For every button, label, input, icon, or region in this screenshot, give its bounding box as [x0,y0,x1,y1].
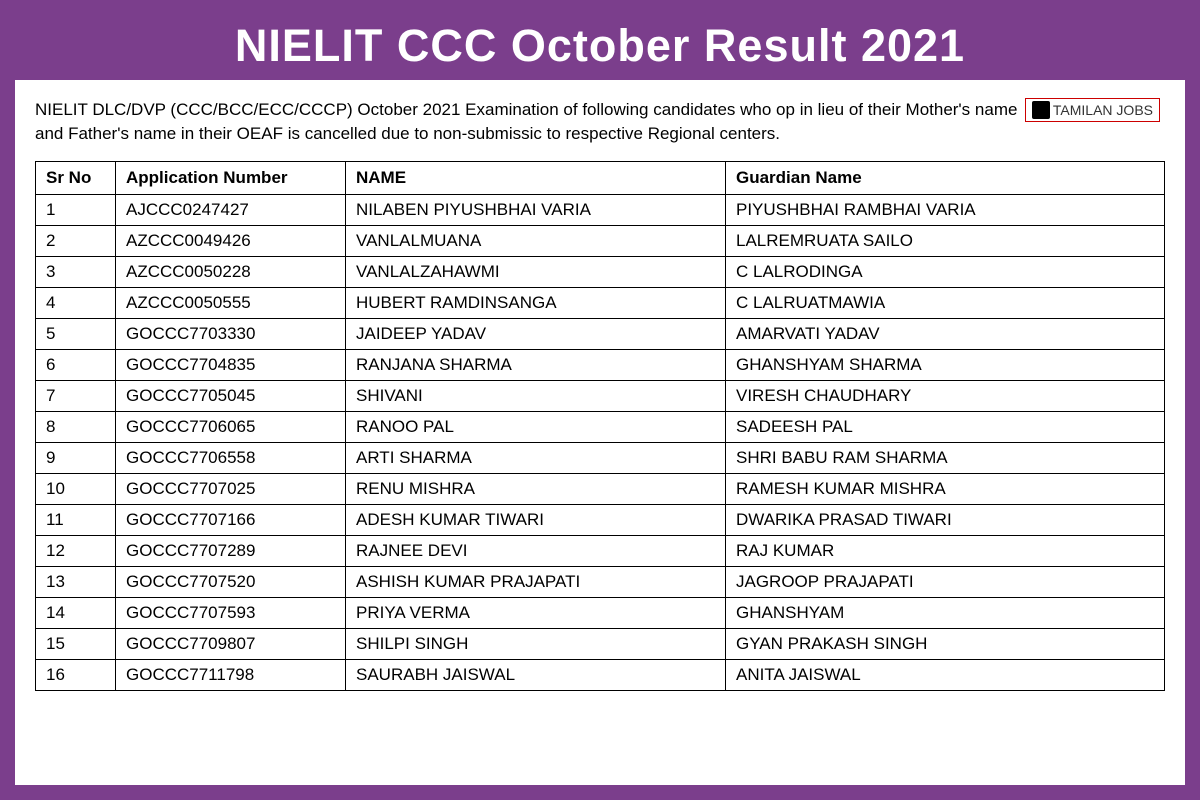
table-row: 16GOCCC7711798SAURABH JAISWALANITA JAISW… [36,659,1165,690]
table-cell: GOCCC7704835 [116,349,346,380]
table-cell: 16 [36,659,116,690]
table-cell: RENU MISHRA [346,473,726,504]
table-cell: ADESH KUMAR TIWARI [346,504,726,535]
table-cell: SHIVANI [346,380,726,411]
table-cell: RAJ KUMAR [726,535,1165,566]
table-cell: 15 [36,628,116,659]
notice-text: NIELIT DLC/DVP (CCC/BCC/ECC/CCCP) Octobe… [35,98,1165,146]
table-cell: SADEESH PAL [726,411,1165,442]
table-cell: GOCCC7707520 [116,566,346,597]
table-cell: GOCCC7707166 [116,504,346,535]
table-cell: GHANSHYAM SHARMA [726,349,1165,380]
table-cell: ARTI SHARMA [346,442,726,473]
table-cell: 12 [36,535,116,566]
table-cell: ASHISH KUMAR PRAJAPATI [346,566,726,597]
table-cell: RANOO PAL [346,411,726,442]
table-cell: RAMESH KUMAR MISHRA [726,473,1165,504]
table-row: 14GOCCC7707593PRIYA VERMAGHANSHYAM [36,597,1165,628]
table-row: 9GOCCC7706558ARTI SHARMASHRI BABU RAM SH… [36,442,1165,473]
table-row: 3AZCCC0050228VANLALZAHAWMIC LALRODINGA [36,256,1165,287]
table-cell: GOCCC7707025 [116,473,346,504]
table-cell: 14 [36,597,116,628]
header-srno: Sr No [36,161,116,194]
table-cell: GOCCC7707289 [116,535,346,566]
table-cell: 10 [36,473,116,504]
table-header-row: Sr No Application Number NAME Guardian N… [36,161,1165,194]
table-cell: 7 [36,380,116,411]
table-row: 15GOCCC7709807SHILPI SINGHGYAN PRAKASH S… [36,628,1165,659]
table-cell: GHANSHYAM [726,597,1165,628]
table-cell: GOCCC7706558 [116,442,346,473]
table-row: 8GOCCC7706065RANOO PALSADEESH PAL [36,411,1165,442]
table-cell: SHRI BABU RAM SHARMA [726,442,1165,473]
table-cell: AMARVATI YADAV [726,318,1165,349]
logo-badge: TAMILAN JOBS [1025,98,1160,122]
table-cell: HUBERT RAMDINSANGA [346,287,726,318]
table-row: 13GOCCC7707520ASHISH KUMAR PRAJAPATIJAGR… [36,566,1165,597]
table-cell: NILABEN PIYUSHBHAI VARIA [346,194,726,225]
table-row: 7GOCCC7705045SHIVANIVIRESH CHAUDHARY [36,380,1165,411]
table-cell: RANJANA SHARMA [346,349,726,380]
table-cell: PIYUSHBHAI RAMBHAI VARIA [726,194,1165,225]
table-cell: VIRESH CHAUDHARY [726,380,1165,411]
table-cell: RAJNEE DEVI [346,535,726,566]
table-cell: 8 [36,411,116,442]
table-cell: C LALRUATMAWIA [726,287,1165,318]
table-cell: 5 [36,318,116,349]
table-row: 6GOCCC7704835RANJANA SHARMAGHANSHYAM SHA… [36,349,1165,380]
table-row: 2AZCCC0049426VANLALMUANALALREMRUATA SAIL… [36,225,1165,256]
header-appnum: Application Number [116,161,346,194]
table-cell: AZCCC0049426 [116,225,346,256]
table-cell: C LALRODINGA [726,256,1165,287]
table-cell: 6 [36,349,116,380]
page-title: NIELIT CCC October Result 2021 [0,20,1200,72]
table-row: 4AZCCC0050555HUBERT RAMDINSANGAC LALRUAT… [36,287,1165,318]
table-cell: GOCCC7707593 [116,597,346,628]
table-cell: AJCCC0247427 [116,194,346,225]
table-cell: LALREMRUATA SAILO [726,225,1165,256]
result-table: Sr No Application Number NAME Guardian N… [35,161,1165,691]
table-cell: 13 [36,566,116,597]
table-row: 5GOCCC7703330JAIDEEP YADAVAMARVATI YADAV [36,318,1165,349]
table-cell: AZCCC0050228 [116,256,346,287]
table-cell: 1 [36,194,116,225]
table-cell: VANLALMUANA [346,225,726,256]
logo-icon [1032,101,1050,119]
table-row: 12GOCCC7707289RAJNEE DEVIRAJ KUMAR [36,535,1165,566]
table-cell: GOCCC7711798 [116,659,346,690]
table-cell: VANLALZAHAWMI [346,256,726,287]
table-cell: 4 [36,287,116,318]
content-panel: TAMILAN JOBS NIELIT DLC/DVP (CCC/BCC/ECC… [15,80,1185,785]
header-guardian: Guardian Name [726,161,1165,194]
table-cell: GYAN PRAKASH SINGH [726,628,1165,659]
table-cell: 3 [36,256,116,287]
table-cell: ANITA JAISWAL [726,659,1165,690]
table-cell: GOCCC7705045 [116,380,346,411]
table-row: 1AJCCC0247427NILABEN PIYUSHBHAI VARIAPIY… [36,194,1165,225]
table-cell: JAIDEEP YADAV [346,318,726,349]
table-cell: 11 [36,504,116,535]
table-cell: PRIYA VERMA [346,597,726,628]
logo-text: TAMILAN JOBS [1053,102,1153,118]
header-name: NAME [346,161,726,194]
table-cell: 9 [36,442,116,473]
table-cell: GOCCC7703330 [116,318,346,349]
table-cell: SAURABH JAISWAL [346,659,726,690]
table-row: 11GOCCC7707166ADESH KUMAR TIWARIDWARIKA … [36,504,1165,535]
table-cell: JAGROOP PRAJAPATI [726,566,1165,597]
title-banner: NIELIT CCC October Result 2021 [0,0,1200,80]
table-cell: GOCCC7706065 [116,411,346,442]
table-row: 10GOCCC7707025RENU MISHRARAMESH KUMAR MI… [36,473,1165,504]
table-cell: GOCCC7709807 [116,628,346,659]
table-cell: SHILPI SINGH [346,628,726,659]
table-cell: AZCCC0050555 [116,287,346,318]
table-cell: DWARIKA PRASAD TIWARI [726,504,1165,535]
table-cell: 2 [36,225,116,256]
